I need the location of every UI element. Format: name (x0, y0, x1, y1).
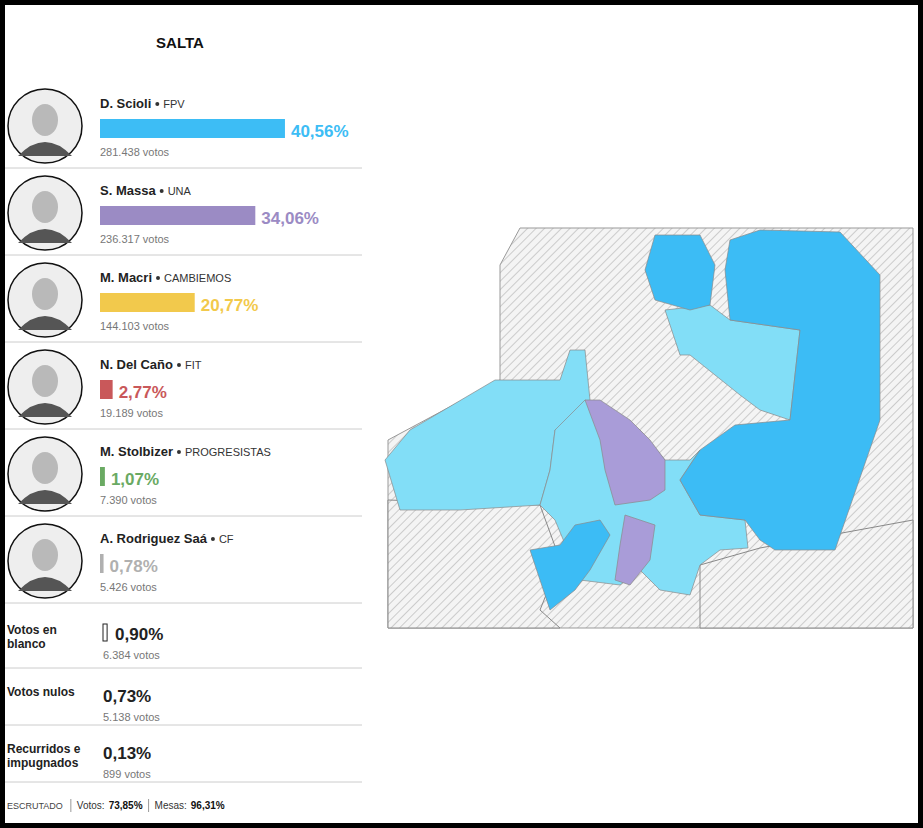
bar (100, 206, 255, 225)
votes: 899 votos (103, 768, 151, 780)
portrait-circle (8, 263, 82, 337)
candidate-name: S. Massa (100, 183, 156, 198)
portrait-circle (8, 176, 82, 250)
bar (100, 380, 113, 399)
portrait-circle (8, 524, 82, 598)
data-label: 2,77% (119, 383, 167, 402)
other-label-line: Votos nulos (7, 685, 75, 699)
separator (5, 603, 362, 604)
other-label-line: blanco (7, 637, 46, 651)
title: SALTA (156, 34, 204, 51)
portrait (8, 524, 82, 598)
data-label: 0,73% (103, 687, 151, 706)
party: UNA (168, 185, 192, 197)
candidate-name: M. Macri (100, 270, 152, 285)
map-region (585, 400, 665, 505)
separator (5, 782, 362, 783)
party: FPV (163, 98, 185, 110)
party: FIT (185, 359, 202, 371)
data-label: 40,56% (291, 122, 349, 141)
other-label-line: impugnados (7, 756, 79, 770)
data-label: 0,90% (115, 625, 163, 644)
bar (100, 467, 105, 486)
bar (100, 293, 195, 312)
portrait (8, 263, 82, 337)
footer-item-value: 73,85% (109, 800, 143, 811)
separator (5, 516, 362, 517)
portrait-head (32, 452, 58, 484)
bullet (211, 537, 215, 541)
portrait-body (18, 142, 72, 156)
other-label-line: Votos en (7, 623, 57, 637)
portrait-circle (8, 89, 82, 163)
separator (5, 429, 362, 430)
other-label: Recurridos eimpugnados (7, 742, 81, 770)
frame (3, 3, 921, 826)
portrait-head (32, 365, 58, 397)
separator (5, 168, 362, 169)
party: PROGRESISTAS (185, 446, 271, 458)
votes: 236.317 votos (100, 233, 170, 245)
footer-item-label: Votos: (77, 800, 105, 811)
bullet (156, 276, 160, 280)
candidate-name: D. Scioli (100, 96, 151, 111)
portrait-circle (8, 437, 82, 511)
separator (5, 668, 362, 669)
separator (5, 342, 362, 343)
data-label: 1,07% (111, 470, 159, 489)
portrait-body (18, 577, 72, 591)
portrait-body (18, 490, 72, 504)
data-label: 0,13% (103, 744, 151, 763)
map-region (615, 515, 655, 585)
data-label: 20,77% (201, 296, 259, 315)
footer-item-value: 96,31% (191, 800, 225, 811)
votes: 5.138 votos (103, 711, 160, 723)
votes: 144.103 votos (100, 320, 170, 332)
candidate-name: A. Rodriguez Saá (100, 531, 208, 546)
map-region (530, 520, 610, 610)
map-region (645, 235, 715, 310)
portrait-body (18, 316, 72, 330)
portrait (8, 350, 82, 424)
bar (100, 119, 285, 138)
portrait (8, 437, 82, 511)
map (385, 228, 913, 628)
footer-divider (148, 799, 149, 812)
portrait (8, 89, 82, 163)
portrait-head (32, 278, 58, 310)
portrait-head (32, 104, 58, 136)
candidate-name: N. Del Caño (100, 357, 173, 372)
votes: 5.426 votos (100, 581, 157, 593)
other-label: Votos nulos (7, 685, 75, 699)
footer-item-label: Mesas: (155, 800, 187, 811)
other-label: Votos enblanco (7, 623, 57, 651)
bullet (155, 102, 159, 106)
bullet (177, 450, 181, 454)
portrait-head (32, 191, 58, 223)
party: CF (219, 533, 234, 545)
portrait-body (18, 403, 72, 417)
footer-divider (70, 799, 71, 812)
bar (100, 554, 104, 573)
candidate-name: M. Stolbizer (100, 444, 173, 459)
separator (5, 255, 362, 256)
portrait-body (18, 229, 72, 243)
bullet (160, 189, 164, 193)
party: CAMBIEMOS (164, 272, 231, 284)
other-label-line: Recurridos e (7, 742, 81, 756)
separator (5, 725, 362, 726)
bar (103, 624, 107, 641)
votes: 7.390 votos (100, 494, 157, 506)
votes: 6.384 votos (103, 649, 160, 661)
votes: 281.438 votos (100, 146, 170, 158)
data-label: 34,06% (261, 209, 319, 228)
data-label: 0,78% (110, 557, 158, 576)
portrait (8, 176, 82, 250)
portrait-head (32, 539, 58, 571)
bullet (177, 363, 181, 367)
footer-label: ESCRUTADO (7, 801, 63, 811)
votes: 19.189 votos (100, 407, 163, 419)
portrait-circle (8, 350, 82, 424)
